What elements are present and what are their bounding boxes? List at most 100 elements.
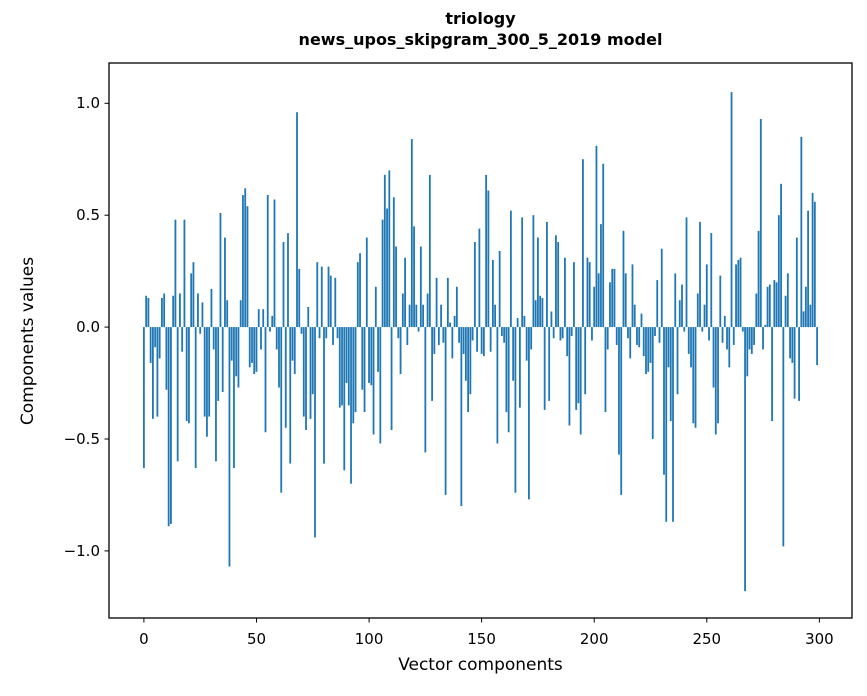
bar	[647, 327, 650, 372]
bar	[600, 224, 602, 328]
bar	[298, 268, 301, 328]
bar	[667, 327, 670, 368]
bar	[766, 286, 769, 328]
bar	[629, 327, 632, 359]
y-tick-label: 0.0	[76, 318, 100, 337]
chart-title: triology news_upos_skipgram_300_5_2019 m…	[109, 8, 852, 50]
bar	[561, 327, 564, 339]
bar	[703, 304, 706, 328]
chart-title-line1: triology	[445, 9, 516, 28]
bar	[379, 327, 382, 444]
bar	[149, 327, 152, 363]
bar	[413, 226, 415, 328]
bar	[771, 327, 773, 422]
bar	[316, 262, 319, 328]
bar	[433, 327, 436, 354]
bar	[762, 327, 764, 350]
bar	[681, 284, 683, 328]
bar	[386, 208, 388, 328]
bar	[228, 327, 231, 567]
bar	[570, 327, 573, 337]
bar	[654, 327, 656, 337]
bar	[775, 282, 778, 328]
bar	[278, 327, 280, 388]
bar	[194, 327, 197, 469]
bar	[692, 327, 695, 424]
bar	[388, 170, 391, 328]
bar	[755, 293, 758, 328]
bar	[514, 327, 517, 493]
bar	[591, 327, 593, 341]
bar	[530, 327, 533, 350]
bar	[383, 174, 386, 328]
bar	[757, 230, 760, 328]
bar	[354, 327, 357, 413]
bar	[577, 327, 580, 404]
bar	[660, 248, 663, 328]
bar	[289, 327, 292, 464]
bar	[649, 327, 652, 363]
bar	[519, 327, 521, 408]
bar	[669, 327, 672, 422]
bar	[694, 327, 697, 428]
bar	[208, 327, 211, 417]
bar	[320, 266, 323, 328]
bar	[748, 327, 751, 350]
bar	[728, 327, 731, 368]
bar	[181, 327, 184, 352]
bar	[147, 297, 150, 328]
bar	[705, 264, 708, 328]
bar	[424, 327, 427, 453]
bar	[190, 273, 193, 328]
bar	[453, 315, 456, 328]
bar	[192, 262, 195, 328]
bar	[363, 327, 366, 413]
bar	[266, 195, 269, 328]
bar	[273, 199, 276, 328]
bar	[620, 327, 623, 495]
bar	[395, 246, 397, 328]
bar	[802, 311, 805, 328]
bar	[215, 327, 217, 462]
bar	[813, 201, 816, 328]
bar	[663, 327, 665, 475]
bar	[471, 327, 474, 341]
bar	[482, 327, 485, 357]
bar	[568, 327, 571, 426]
bar	[449, 322, 451, 328]
bar	[609, 282, 611, 328]
bar	[710, 233, 713, 328]
bar	[467, 327, 470, 413]
bar	[152, 327, 154, 419]
bar	[426, 293, 429, 328]
bar	[726, 327, 728, 350]
bar	[422, 304, 424, 328]
bar	[244, 188, 247, 328]
bar	[804, 286, 807, 328]
x-tick-label: 0	[139, 630, 149, 648]
bar	[485, 174, 488, 328]
bar	[262, 309, 265, 328]
bar	[588, 262, 591, 328]
y-tick-label: −0.5	[63, 430, 100, 448]
bar	[627, 327, 629, 339]
bar	[550, 311, 553, 328]
bar	[719, 275, 722, 328]
bar	[210, 289, 213, 328]
bar	[512, 327, 515, 381]
bar	[235, 327, 238, 377]
bar	[539, 295, 542, 328]
bar	[417, 327, 420, 332]
y-tick-label: 1.0	[76, 94, 100, 113]
bar	[690, 327, 692, 368]
bar	[753, 327, 755, 345]
bar	[651, 327, 654, 439]
bar	[275, 327, 278, 350]
bar	[455, 286, 458, 328]
bar	[332, 327, 334, 345]
bar	[179, 293, 181, 328]
bar	[253, 327, 256, 375]
bar	[613, 268, 616, 328]
bar	[404, 257, 406, 328]
